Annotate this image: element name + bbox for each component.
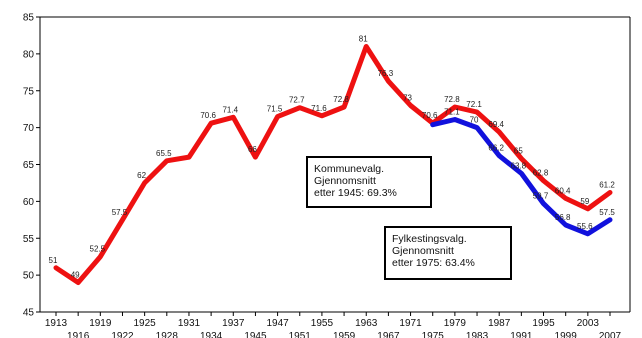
series-0-data-label-18: 72.8 <box>444 95 460 104</box>
x-tick-label-upper-3: 1931 <box>178 318 201 329</box>
x-tick-label-lower-12: 2007 <box>599 331 622 338</box>
y-tick-label-0: 45 <box>23 308 35 319</box>
series-1-data-label-2: 70 <box>470 116 479 125</box>
x-tick-label-upper-9: 1979 <box>444 318 467 329</box>
series-0-data-label-23: 60.4 <box>555 186 571 195</box>
series-1-data-label-1: 71.1 <box>444 108 460 117</box>
series-0-data-label-3: 57.5 <box>112 208 128 217</box>
series-0-data-label-10: 71.5 <box>267 105 283 114</box>
annotation-fylkestingsvalg-line-1: Fylkestingsvalg. <box>392 233 467 245</box>
series-0-data-label-25: 61.2 <box>599 181 615 190</box>
series-0-data-label-24: 59 <box>580 197 589 206</box>
x-tick-label-lower-5: 1951 <box>289 331 312 338</box>
annotation-fylkestingsvalg-line-3: etter 1975: 63.4% <box>392 257 475 269</box>
series-0-data-label-14: 81 <box>359 35 368 44</box>
x-tick-label-upper-12: 2003 <box>577 318 600 329</box>
x-tick-label-upper-10: 1987 <box>488 318 511 329</box>
series-0-data-label-12: 71.6 <box>311 104 327 113</box>
series-0-data-label-7: 70.6 <box>200 111 216 120</box>
y-tick-label-5: 70 <box>23 123 35 134</box>
x-tick-label-lower-3: 1934 <box>200 331 223 338</box>
series-0-data-label-15: 76.3 <box>378 69 394 78</box>
series-1-data-label-4: 63.8 <box>511 161 527 170</box>
series-0-line <box>53 44 613 285</box>
x-tick-label-lower-9: 1983 <box>466 331 489 338</box>
x-tick-label-upper-4: 1937 <box>222 318 245 329</box>
y-tick-label-4: 65 <box>23 160 35 171</box>
series-0-data-label-19: 72.1 <box>466 100 482 109</box>
y-tick-label-7: 80 <box>23 49 35 60</box>
series-0-data-label-22: 62.8 <box>533 169 549 178</box>
series-1-data-label-5: 59.7 <box>533 192 549 201</box>
series-0-data-label-2: 52.5 <box>90 245 106 254</box>
y-tick-label-1: 50 <box>23 271 35 282</box>
x-tick-label-upper-6: 1955 <box>311 318 334 329</box>
annotation-fylkestingsvalg-line-2: Gjennomsnitt <box>392 245 454 257</box>
x-tick-label-lower-0: 1916 <box>67 331 90 338</box>
series-0-data-label-1: 49 <box>71 271 80 280</box>
series-1-line <box>430 117 613 237</box>
x-tick-label-lower-10: 1991 <box>510 331 533 338</box>
series-0-data-label-8: 71.4 <box>222 105 238 114</box>
x-tick-label-lower-2: 1928 <box>156 331 179 338</box>
series-0-data-label-20: 69.4 <box>488 120 504 129</box>
series-1-data-label-7: 55.6 <box>577 222 593 231</box>
series-0-data-label-0: 51 <box>49 256 58 265</box>
x-tick-label-lower-7: 1967 <box>377 331 400 338</box>
x-tick-label-upper-11: 1995 <box>532 318 555 329</box>
x-tick-label-lower-11: 1999 <box>555 331 578 338</box>
series-0-data-label-16: 73 <box>403 94 412 103</box>
series-1-data-label-3: 66.2 <box>488 144 504 153</box>
series-0-data-label-9: 66 <box>248 145 257 154</box>
series-0-data-label-4: 62 <box>137 171 146 180</box>
y-tick-label-8: 85 <box>23 13 35 24</box>
series-0-data-label-17: 70.6 <box>422 111 438 120</box>
x-tick-label-upper-1: 1919 <box>89 318 112 329</box>
x-tick-label-upper-5: 1947 <box>266 318 289 329</box>
series-0-data-label-21: 65 <box>514 147 523 156</box>
annotation-kommunevalg: Kommunevalg. Gjennomsnitt etter 1945: 69… <box>306 156 432 208</box>
annotation-kommunevalg-line-2: Gjennomsnitt <box>314 175 376 187</box>
y-tick-label-6: 75 <box>23 86 35 97</box>
series-0-data-label-11: 72.7 <box>289 96 305 105</box>
x-tick-label-lower-1: 1922 <box>111 331 134 338</box>
series-1-data-label-8: 57.5 <box>599 208 615 217</box>
series-0-data-label-13: 72.8 <box>333 95 349 104</box>
x-tick-label-upper-2: 1925 <box>134 318 157 329</box>
x-tick-label-upper-0: 1913 <box>45 318 68 329</box>
series-1-data-label-6: 56.8 <box>555 213 571 222</box>
y-tick-label-3: 60 <box>23 197 35 208</box>
annotation-fylkestingsvalg: Fylkestingsvalg. Gjennomsnitt etter 1975… <box>384 226 512 280</box>
series-0-data-label-5: 65.5 <box>156 149 172 158</box>
x-tick-label-upper-8: 1971 <box>399 318 422 329</box>
annotation-kommunevalg-line-3: etter 1945: 69.3% <box>314 187 397 199</box>
x-tick-label-upper-7: 1963 <box>355 318 378 329</box>
x-tick-label-lower-4: 1945 <box>244 331 267 338</box>
x-tick-label-lower-8: 1975 <box>422 331 445 338</box>
y-tick-label-2: 55 <box>23 234 35 245</box>
x-tick-label-lower-6: 1959 <box>333 331 356 338</box>
annotation-kommunevalg-line-1: Kommunevalg. <box>314 163 385 175</box>
